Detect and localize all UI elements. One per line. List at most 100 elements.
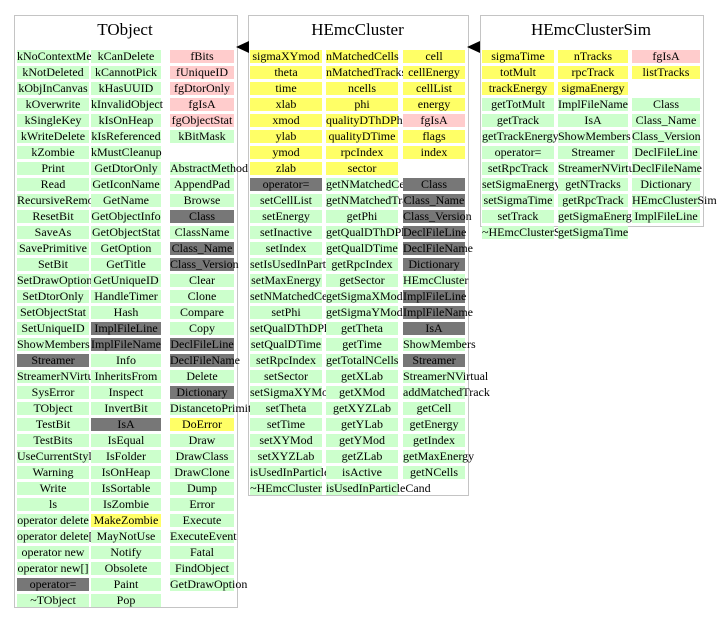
member-cell: isUsedInParticleCand	[326, 481, 431, 495]
member-cell: Dictionary	[403, 258, 465, 271]
member-cell: qualityDTime	[326, 130, 398, 143]
class-title-hemccluster: HEmcCluster	[311, 20, 404, 39]
member-cell: setTheta	[250, 402, 322, 415]
member-cell: kObjInCanvas	[17, 81, 89, 95]
member-cell: theta	[250, 66, 322, 79]
member-cell: IsEqual	[91, 434, 161, 447]
member-cell: ymod	[250, 146, 322, 159]
member-cell: Warning	[17, 466, 89, 479]
member-cell: listTracks	[632, 66, 700, 79]
member-cell: getXLab	[326, 370, 398, 383]
member-cell: kNotDeleted	[17, 66, 89, 79]
member-cell: energy	[403, 98, 465, 111]
member-cell: getTheta	[326, 322, 398, 335]
member-cell: Read	[17, 178, 89, 191]
member-cell: SetDrawOption	[17, 273, 93, 287]
member-cell: Delete	[170, 370, 234, 383]
member-cell: DeclFileName	[403, 241, 473, 255]
member-cell: getSector	[326, 274, 398, 287]
member-cell: Dump	[170, 482, 234, 495]
member-cell: setSigmaXYMod	[250, 385, 334, 399]
member-cell: Class	[403, 178, 465, 191]
member-cell: FindObject	[170, 562, 234, 575]
member-cell: getNTracks	[558, 178, 628, 191]
member-cell: DistancetoPrimitive	[170, 401, 266, 415]
member-cell: getNMatchedCells	[326, 177, 416, 191]
member-cell: isActive	[326, 466, 398, 479]
member-cell: ShowMembers	[558, 129, 631, 143]
member-cell: getXMod	[326, 386, 398, 399]
member-cell: GetObjectStat	[91, 225, 161, 239]
member-cell: ncells	[326, 82, 398, 95]
member-cell: Copy	[170, 322, 234, 335]
member-cell: ImplFileLine	[403, 289, 467, 303]
member-cell: TestBits	[17, 434, 89, 447]
member-cell: HandleTimer	[91, 290, 161, 303]
member-cell: SetObjectStat	[17, 306, 89, 319]
member-cell: sigmaEnergy	[558, 82, 628, 95]
member-cell: TObject	[17, 402, 89, 415]
member-cell: Inspect	[91, 386, 161, 399]
member-cell: IsZombie	[91, 498, 161, 511]
member-cell: addMatchedTrack	[403, 385, 490, 399]
member-cell: getQualDTime	[326, 241, 398, 255]
member-cell: kCanDelete	[91, 50, 161, 63]
member-cell: getTrackEnergy	[482, 129, 559, 143]
member-cell: Paint	[91, 578, 161, 591]
member-cell: ShowMembers	[17, 337, 90, 351]
member-cell: qualityDThDPh	[326, 113, 403, 127]
member-cell: setRpcTrack	[482, 162, 554, 175]
member-cell: phi	[326, 98, 398, 111]
member-cell: ImplFileLine	[632, 210, 700, 223]
member-cell: flags	[403, 130, 465, 143]
member-cell: operator=	[482, 146, 554, 159]
inheritance-arrow-icon	[236, 41, 249, 53]
member-cell: GetName	[91, 194, 161, 207]
member-cell: getEnergy	[403, 418, 465, 431]
member-cell: setQualDThDPh	[250, 321, 330, 335]
member-cell: getQualDThDPh	[326, 225, 408, 239]
member-cell: Class_Name	[170, 241, 234, 255]
member-cell: InheritsFrom	[91, 370, 161, 383]
member-cell: Streamer	[558, 146, 628, 159]
member-cell: setInactive	[250, 226, 322, 239]
member-cell: IsA	[403, 322, 465, 335]
member-cell: Class_Name	[403, 193, 465, 207]
member-cell: getYMod	[326, 434, 398, 447]
member-cell: kOverwrite	[17, 98, 89, 111]
member-cell: index	[403, 146, 465, 159]
member-cell: nMatchedCells	[326, 49, 399, 63]
member-cell: ~TObject	[17, 594, 89, 607]
member-cell: fgIsA	[170, 98, 234, 111]
member-cell: IsA	[558, 114, 628, 127]
member-cell: getNMatchedTracks	[326, 193, 424, 207]
member-cell: getTotMult	[482, 98, 554, 111]
member-cell: setSector	[250, 370, 322, 383]
member-cell: setTrack	[482, 210, 554, 223]
member-cell: InvertBit	[91, 402, 161, 415]
member-cell: Info	[91, 354, 161, 367]
member-cell: xmod	[250, 114, 322, 127]
member-cell: SetUniqueID	[17, 322, 89, 335]
member-cell: Class_Version	[170, 257, 239, 271]
member-cell: kMustCleanup	[91, 145, 162, 159]
member-cell: getNCells	[403, 466, 465, 479]
member-cell: IsOnHeap	[91, 466, 161, 479]
member-cell	[403, 162, 465, 175]
member-cell: time	[250, 82, 322, 95]
member-cell: Hash	[91, 306, 161, 319]
member-cell: SavePrimitive	[17, 241, 89, 255]
member-cell: SetBit	[17, 258, 89, 271]
member-cell: HEmcCluster	[403, 273, 469, 287]
member-cell: DoError	[170, 418, 234, 431]
member-cell: kSingleKey	[17, 114, 89, 127]
member-cell: getMaxEnergy	[403, 449, 475, 463]
member-cell: SysError	[17, 386, 89, 399]
member-cell: ExecuteEvent	[170, 529, 237, 543]
member-cell: operator=	[250, 178, 322, 191]
member-cell: getIndex	[403, 434, 465, 447]
member-cell: ylab	[250, 130, 322, 143]
member-cell: Draw	[170, 434, 234, 447]
member-cell: DrawClass	[170, 450, 234, 463]
member-cell: ~HEmcClusterSim	[482, 225, 574, 239]
